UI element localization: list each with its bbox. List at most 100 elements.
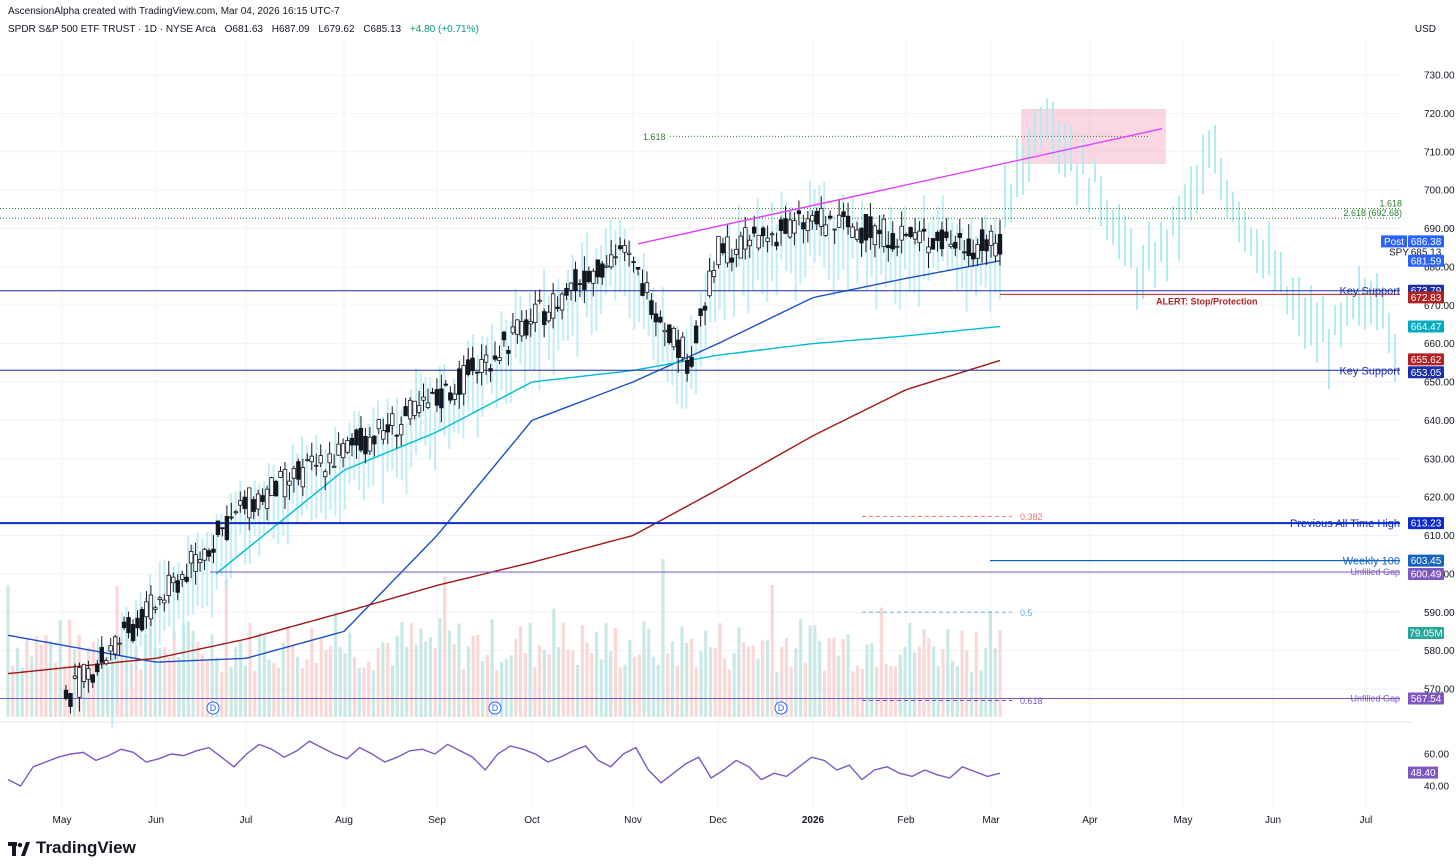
volume-bar xyxy=(386,642,390,717)
volume-bar xyxy=(528,622,532,717)
price-axis-label: 680.00 xyxy=(1424,262,1455,273)
candle-body xyxy=(229,516,234,519)
time-axis-label: Jul xyxy=(1360,815,1373,826)
volume-bar xyxy=(82,662,86,717)
candle-body xyxy=(318,455,323,464)
candle-body xyxy=(886,244,891,249)
volume-bar xyxy=(424,642,428,717)
time-axis-label: May xyxy=(1174,815,1193,826)
volume-bar xyxy=(599,659,603,717)
candle-body xyxy=(215,520,221,535)
candle-body xyxy=(117,642,122,645)
candle-body xyxy=(488,368,493,372)
volume-bar xyxy=(675,665,679,717)
volume-bar xyxy=(49,641,53,717)
volume-bar xyxy=(34,635,39,717)
price-tag-value: 681.59 xyxy=(1411,256,1442,267)
rsi-axis-label: 60.00 xyxy=(1424,750,1449,761)
sma-blue-line xyxy=(7,260,1001,663)
candle-body xyxy=(626,252,632,255)
tradingview-logo[interactable]: TradingView xyxy=(8,838,136,858)
volume-bar xyxy=(452,644,456,717)
price-tag-value: 655.62 xyxy=(1411,355,1442,366)
candle-body xyxy=(439,388,444,409)
candle-body xyxy=(483,354,489,363)
volume-bar xyxy=(25,639,29,717)
candle-body xyxy=(747,239,752,247)
volume-bar xyxy=(723,658,727,717)
volume-bar xyxy=(153,647,157,717)
currency-selector[interactable]: USD xyxy=(1414,24,1436,35)
volume-bar xyxy=(262,635,266,717)
volume-bar xyxy=(694,667,698,717)
volume-bar xyxy=(134,647,138,717)
price-tag-label: SPY xyxy=(1389,248,1409,259)
candle-body xyxy=(349,437,355,446)
candle-body xyxy=(908,227,913,238)
volume-bar xyxy=(813,625,817,717)
volume-bar xyxy=(120,638,124,717)
price-axis-label: 610.00 xyxy=(1424,531,1455,542)
candle-body xyxy=(479,359,484,374)
volume-bar xyxy=(234,646,238,717)
candle-body xyxy=(944,231,949,239)
volume-bar xyxy=(53,662,58,717)
volume-bar xyxy=(742,642,746,717)
candle-body xyxy=(564,287,569,296)
volume-bar xyxy=(789,667,793,717)
symbol-name[interactable]: SPDR S&P 500 ETF TRUST · 1D · NYSE Arca xyxy=(8,24,216,35)
candle-body xyxy=(273,480,279,497)
volume-bar xyxy=(566,649,570,717)
candle-body xyxy=(421,396,426,401)
volume-bar xyxy=(732,652,736,717)
candle-body xyxy=(81,664,87,682)
candle-body xyxy=(251,499,256,512)
volume-bar xyxy=(371,670,376,717)
price-axis-label: 650.00 xyxy=(1424,378,1455,389)
volume-bar xyxy=(898,654,902,717)
time-axis-label: Sep xyxy=(428,815,446,826)
close-value: C685.13 xyxy=(363,24,402,35)
candle-body xyxy=(720,243,726,254)
dividend-marker-label: D xyxy=(778,703,785,713)
stop-protection-label: ALERT: Stop/Protection xyxy=(1156,296,1258,306)
volume-bar xyxy=(447,630,452,717)
volume-bar xyxy=(523,653,527,717)
volume-bar xyxy=(201,654,205,717)
volume-bar xyxy=(215,657,219,717)
volume-bar xyxy=(15,647,20,717)
candle-body xyxy=(912,232,918,240)
candle-body xyxy=(698,308,703,317)
candle-body xyxy=(819,208,824,227)
level-label: Unfilled Gap xyxy=(1350,567,1400,577)
candle-body xyxy=(600,263,605,278)
fib-label: 0.382 xyxy=(1020,512,1043,522)
candle-body xyxy=(515,319,520,335)
candle-body xyxy=(238,500,243,506)
price-tag-value: 685.13 xyxy=(1411,248,1442,259)
candle-body xyxy=(398,424,404,436)
candle-body xyxy=(501,331,507,341)
volume-bar xyxy=(585,642,589,717)
candle-body xyxy=(550,293,556,319)
price-tag-bg xyxy=(1381,235,1407,248)
volume-bar xyxy=(841,639,845,717)
candle-body xyxy=(314,464,319,467)
volume-bar xyxy=(713,647,717,717)
candle-body xyxy=(95,663,100,673)
time-axis-label: Dec xyxy=(709,815,727,826)
candle-body xyxy=(175,580,180,593)
volume-bar xyxy=(514,639,518,717)
fib-label: 0.618 xyxy=(1020,696,1043,706)
candle-body xyxy=(582,270,587,291)
symbol-legend[interactable]: SPDR S&P 500 ETF TRUST · 1D · NYSE Arca … xyxy=(8,24,485,35)
volume-bar xyxy=(856,665,860,717)
volume-bar xyxy=(708,647,713,717)
candle-body xyxy=(327,453,332,464)
candle-body xyxy=(890,233,895,250)
volume-bar xyxy=(765,639,770,717)
candle-body xyxy=(247,487,252,519)
fib-label: 1.618 xyxy=(643,132,666,142)
candle-body xyxy=(993,242,998,257)
